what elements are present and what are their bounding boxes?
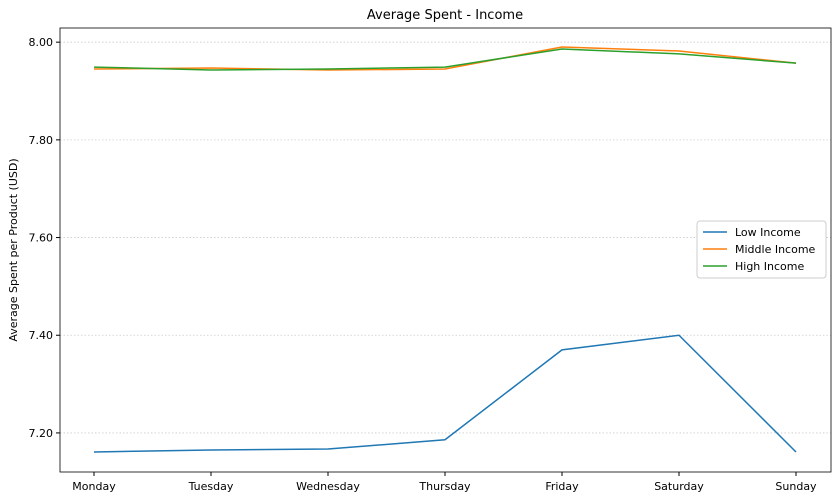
x-tick-label: Saturday <box>654 480 704 493</box>
x-tick-label: Wednesday <box>296 480 360 493</box>
legend-box <box>696 220 827 279</box>
legend-label: Middle Income <box>735 243 816 256</box>
legend-label: Low Income <box>735 226 801 239</box>
x-tick-label: Monday <box>72 480 116 493</box>
series-line-low-income <box>93 334 797 453</box>
series-line-middle-income <box>93 46 797 71</box>
y-axis-label: Average Spent per Product (USD) <box>7 158 20 341</box>
legend: Low Income Middle Income High Income <box>696 220 827 279</box>
y-tick-label: 7.80 <box>29 134 54 147</box>
x-tick-label: Tuesday <box>188 480 234 493</box>
y-tick-label: 7.20 <box>29 427 54 440</box>
y-tick-label: 7.60 <box>29 232 54 245</box>
series-line-high-income <box>93 48 797 71</box>
y-tick-label: 7.40 <box>29 329 54 342</box>
legend-label: High Income <box>735 260 804 273</box>
x-tick-label: Friday <box>545 480 579 493</box>
y-tick-label: 8.00 <box>29 36 54 49</box>
x-tick-label: Thursday <box>418 480 471 493</box>
x-tick-label: Sunday <box>775 480 817 493</box>
chart-title: Average Spent - Income <box>367 8 523 23</box>
